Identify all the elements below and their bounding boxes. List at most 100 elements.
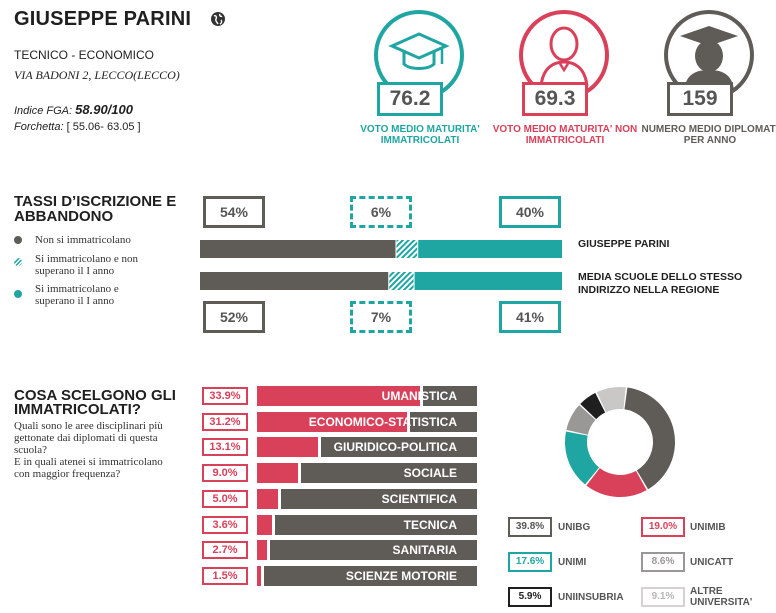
uni-name-altre-line2: UNIVERSITA' <box>690 597 753 608</box>
uni-name-altre-line1: ALTRE <box>690 586 723 597</box>
legend-dot-dropout <box>14 258 22 266</box>
donut-slice-4 <box>580 392 606 420</box>
choices-desc-line3: scuola? <box>14 444 47 456</box>
uni-name-uniinsubria: UNIINSUBRIA <box>558 592 624 603</box>
discipline-pct: 31.2% <box>202 412 248 431</box>
legend-dropout-line1: Si immatricolano e non <box>35 253 138 265</box>
discipline-bar: SCIENZE MOTORIE <box>257 565 477 586</box>
discipline-bar: SOCIALE <box>257 463 477 484</box>
discipline-bar: UMANISTICA <box>257 386 477 406</box>
bar-school-not-enrolled <box>200 240 396 258</box>
discipline-bar-fill <box>257 488 282 509</box>
enrollment-bars <box>200 240 562 290</box>
bar-school-pass <box>418 240 562 258</box>
uni-pct-unimib: 19.0% <box>641 517 685 537</box>
discipline-name: GIURIDICO-POLITICA <box>333 440 457 455</box>
fga-label: Indice FGA: <box>14 105 73 117</box>
pct-region-not-enrolled: 52% <box>203 301 265 333</box>
donut-slice-3 <box>566 405 596 435</box>
pct-school-not-enrolled: 54% <box>203 196 265 228</box>
donut-slice-0 <box>624 387 675 490</box>
fga-value: 58.90/100 <box>75 102 133 117</box>
legend-pass-line1: Si immatricolano e <box>35 283 119 295</box>
discipline-bar: ECONOMICO-STATISTICA <box>257 411 477 432</box>
discipline-pct: 1.5% <box>202 566 248 585</box>
uni-pct-unimi: 17.6% <box>508 552 552 572</box>
choices-desc-line1: Quali sono le aree disciplinari più <box>14 420 163 432</box>
bar-region-dropout <box>389 272 414 290</box>
discipline-name: SANITARIA <box>392 543 457 558</box>
discipline-name: UMANISTICA <box>381 389 457 403</box>
discipline-name: SCIENTIFICA <box>381 491 457 506</box>
discipline-pct: 33.9% <box>202 387 248 405</box>
choices-desc-line4: E in quali atenei si immatricolano <box>14 456 163 468</box>
discipline-bar: TECNICA <box>257 514 477 535</box>
uni-name-unicatt: UNICATT <box>690 557 734 568</box>
bar-region-not-enrolled <box>200 272 389 290</box>
school-address: VIA BADONI 2, LECCO(LECCO) <box>14 68 180 82</box>
discipline-name: SOCIALE <box>403 466 457 481</box>
bar-region-pass <box>414 272 562 290</box>
fork-label: Forchetta: <box>14 121 64 133</box>
enrollment-title-line2: ABBANDONO <box>14 208 114 225</box>
choices-desc-line2: gettonate dai diplomati di questa <box>14 432 158 444</box>
discipline-pct: 2.7% <box>202 541 248 560</box>
discipline-bar: GIURIDICO-POLITICA <box>257 437 477 458</box>
discipline-bar-fill <box>257 540 271 561</box>
choices-desc-line5: con maggior frequenza? <box>14 468 121 480</box>
fga-index: Indice FGA: 58.90/100 <box>14 102 133 117</box>
pct-school-dropout: 6% <box>350 196 412 228</box>
fork-range: Forchetta: [ 55.06- 63.05 ] <box>14 121 141 133</box>
discipline-name: SCIENZE MOTORIE <box>345 568 457 583</box>
donut-slice-5 <box>596 387 626 413</box>
uni-pct-unicatt: 8.6% <box>641 552 685 572</box>
kpi-value-diplomati: 159 <box>667 82 733 116</box>
pct-region-pass: 41% <box>499 301 561 333</box>
uni-name-unibg: UNIBG <box>558 522 591 533</box>
bar-label-region-line1: MEDIA SCUOLE DELLO STESSO <box>578 271 743 283</box>
choices-title-line1: COSA SCELGONO GLI <box>14 387 176 404</box>
discipline-bar: SCIENTIFICA <box>257 488 477 509</box>
discipline-name: ECONOMICO-STATISTICA <box>308 414 457 429</box>
discipline-bar-fill <box>257 565 265 586</box>
school-name: GIUSEPPE PARINI <box>14 8 192 30</box>
discipline-bar-fill <box>257 437 322 458</box>
kpi-value-immatricolati: 76.2 <box>377 82 443 116</box>
globe-icon[interactable] <box>210 11 226 27</box>
legend-dot-pass <box>14 290 22 298</box>
discipline-bar-fill <box>257 514 275 535</box>
donut-slice-2 <box>565 431 600 485</box>
discipline-bar-fill <box>257 411 410 432</box>
bar-label-region-line2: INDIRIZZO NELLA REGIONE <box>578 284 720 296</box>
discipline-pct: 13.1% <box>202 438 248 457</box>
uni-pct-unibg: 39.8% <box>508 517 552 537</box>
bar-school-dropout <box>396 240 418 258</box>
kpi-value-non-immatricolati: 69.3 <box>522 82 588 116</box>
donut-slice-1 <box>586 468 647 497</box>
bar-label-school: GIUSEPPE PARINI <box>578 238 670 250</box>
uni-name-unimi: UNIMI <box>558 557 587 568</box>
discipline-bar-fill <box>257 463 301 484</box>
uni-pct-altre: 9.1% <box>641 587 685 607</box>
enrollment-title-line1: TASSI D’ISCRIZIONE E <box>14 193 177 210</box>
legend-pass-line2: superano il I anno <box>35 295 115 307</box>
uni-pct-uniinsubria: 5.9% <box>508 587 552 607</box>
uni-name-unimib: UNIMIB <box>690 522 726 533</box>
kpi-label-diplomati: NUMERO MEDIO DIPLOMATI PER ANNO <box>641 124 776 146</box>
discipline-pct: 3.6% <box>202 515 248 534</box>
school-type: TECNICO - ECONOMICO <box>14 48 154 62</box>
kpi-label-non-immatricolati: VOTO MEDIO MATURITA' NON IMMATRICOLATI <box>492 124 638 146</box>
discipline-pct: 5.0% <box>202 489 248 508</box>
kpi-label-immatricolati: VOTO MEDIO MATURITA' IMMATRICOLATI <box>360 124 480 146</box>
fork-value: [ 55.06- 63.05 ] <box>66 121 141 133</box>
legend-not-enrolled: Non si immatricolano <box>35 234 131 246</box>
discipline-bar-fill <box>257 386 423 406</box>
pct-school-pass: 40% <box>499 196 561 228</box>
legend-dropout-line2: superano il I anno <box>35 265 115 277</box>
discipline-bar: SANITARIA <box>257 540 477 561</box>
university-donut-chart <box>565 387 675 497</box>
choices-title-line2: IMMATRICOLATI? <box>14 401 141 418</box>
pct-region-dropout: 7% <box>350 301 412 333</box>
discipline-pct: 9.0% <box>202 464 248 483</box>
legend-dot-not-enrolled <box>14 236 22 244</box>
